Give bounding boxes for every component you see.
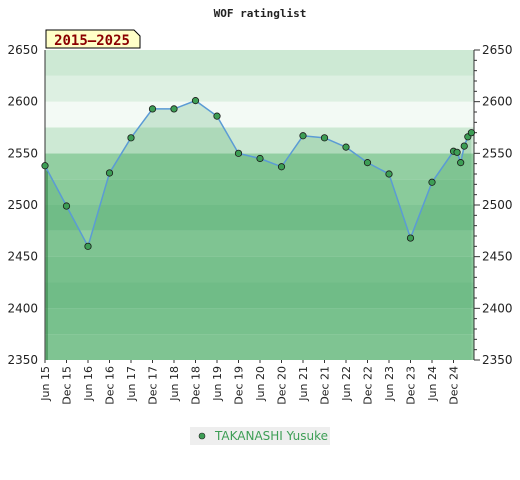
data-point	[62, 202, 71, 210]
x-tick-label: Jun 19	[211, 366, 224, 402]
data-point	[256, 154, 264, 163]
y-tick-label-right: 2450	[482, 250, 513, 264]
x-tick-label: Jun 17	[125, 366, 138, 402]
x-tick-label: Jun 21	[297, 366, 310, 402]
data-point	[84, 242, 92, 250]
chart-title: WOF ratinglist	[214, 7, 307, 20]
y-tick-label-left: 2450	[7, 250, 38, 264]
area-fill	[45, 100, 472, 360]
y-tick-label-left: 2400	[7, 301, 38, 315]
data-point	[41, 162, 49, 170]
x-tick-label: Dec 15	[61, 366, 74, 405]
x-tick-label: Dec 17	[147, 366, 160, 405]
rating-band	[45, 101, 474, 128]
rating-band	[45, 127, 474, 154]
legend-label: TAKANASHI Yusuke	[214, 429, 328, 443]
data-point	[170, 105, 178, 113]
data-point	[428, 178, 436, 186]
rating-band	[45, 256, 474, 283]
x-tick-label: Jun 18	[168, 366, 181, 402]
y-tick-label-right: 2350	[482, 353, 513, 367]
x-tick-label: Dec 22	[362, 366, 375, 405]
series-layer	[41, 97, 476, 250]
y-tick-label-left: 2350	[7, 353, 38, 367]
y-tick-label-right: 2600	[482, 95, 513, 109]
legend-marker	[198, 432, 206, 440]
y-tick-label-right: 2500	[482, 198, 513, 212]
data-point	[467, 129, 476, 137]
data-point	[148, 105, 157, 113]
data-point	[320, 134, 329, 142]
x-tick-label: Jun 23	[383, 366, 396, 402]
data-point	[105, 169, 114, 177]
x-tick-label: Dec 24	[448, 366, 461, 405]
y-tick-label-right: 2400	[482, 301, 513, 315]
rating-band	[45, 282, 474, 309]
data-point	[460, 142, 468, 150]
x-axis: Jun 15 Dec 15 Jun 16 Dec 16 Jun 17 Dec 17 Jun …	[39, 360, 461, 405]
x-tick-label: Jun 20	[254, 366, 267, 402]
y-axis-right: 2350 2400 2450 2500 2550 2600 2650	[473, 43, 513, 367]
data-point	[457, 159, 465, 167]
x-tick-label: Dec 16	[104, 366, 117, 405]
period-badge-text: 2015–2025	[54, 33, 130, 49]
x-tick-label: Dec 19	[233, 366, 246, 405]
x-tick-label: Jun 22	[340, 366, 353, 402]
rating-band	[45, 75, 474, 102]
rating-band	[45, 308, 474, 335]
y-axis-left: 2350 2400 2450 2500 2550 2600 2650	[7, 43, 46, 367]
rating-bands	[45, 50, 474, 360]
data-point	[299, 132, 307, 140]
data-point	[406, 234, 415, 242]
series-area	[45, 100, 472, 360]
data-point	[342, 143, 350, 151]
data-point	[385, 170, 393, 178]
y-tick-label-left: 2550	[7, 146, 38, 160]
data-point	[213, 112, 221, 120]
x-tick-label: Jun 15	[39, 366, 52, 402]
x-tick-label: Dec 23	[405, 366, 418, 405]
data-point	[363, 159, 372, 167]
y-tick-label-right: 2650	[482, 43, 513, 57]
y-tick-label-left: 2650	[7, 43, 38, 57]
data-point	[453, 148, 461, 156]
x-tick-label: Dec 18	[190, 366, 203, 405]
rating-band	[45, 230, 474, 257]
y-tick-label-right: 2550	[482, 146, 513, 160]
data-point	[277, 163, 286, 171]
rating-band	[45, 179, 474, 205]
rating-band	[45, 50, 474, 76]
x-tick-label: Jun 24	[426, 366, 439, 402]
y-tick-label-left: 2500	[7, 198, 38, 212]
x-tick-label: Jun 16	[82, 366, 95, 402]
rating-band	[45, 334, 474, 360]
y-tick-label-left: 2600	[7, 95, 38, 109]
rating-band	[45, 205, 474, 231]
data-point	[234, 149, 243, 157]
x-tick-label: Dec 21	[319, 366, 332, 405]
legend: TAKANASHI Yusuke	[190, 427, 330, 445]
period-badge: 2015–2025	[45, 29, 141, 49]
x-tick-label: Dec 20	[276, 366, 289, 405]
data-point	[191, 97, 200, 105]
data-point	[127, 134, 135, 142]
